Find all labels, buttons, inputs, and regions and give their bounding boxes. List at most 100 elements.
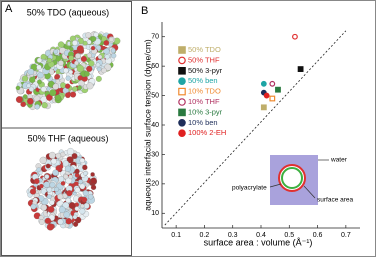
atom (30, 203, 37, 210)
atom (96, 66, 102, 72)
point (269, 95, 276, 102)
atom (54, 94, 61, 101)
atom (36, 57, 43, 63)
point (275, 86, 281, 93)
legend-marker (178, 98, 186, 106)
atom (58, 60, 64, 66)
atom (90, 184, 97, 190)
molecule-image (26, 148, 97, 231)
atom (27, 97, 34, 105)
point (263, 92, 270, 99)
legend-label: 50% TDO (188, 45, 221, 54)
leader (269, 183, 282, 188)
atom (68, 55, 75, 61)
trend-line (164, 30, 347, 226)
atom (79, 208, 86, 215)
point (260, 104, 267, 111)
atom (63, 211, 70, 218)
atom (22, 94, 28, 99)
atom (46, 194, 52, 200)
atom (103, 40, 110, 46)
legend-marker (178, 46, 186, 54)
x-tick-label: 0.5 (284, 232, 294, 239)
inset-label: water (330, 157, 348, 164)
legend-marker (178, 129, 186, 138)
atom (49, 199, 55, 206)
atom (79, 158, 85, 164)
legend-label: 10% TDO (188, 87, 221, 96)
caption: 50% TDO (aqueous) (27, 7, 109, 17)
atom (77, 85, 82, 91)
atom (47, 206, 55, 213)
atom (62, 201, 70, 209)
atom (63, 67, 69, 74)
atom (44, 217, 52, 225)
atom (66, 148, 75, 156)
atom (58, 176, 65, 182)
atom (50, 158, 57, 165)
atom (44, 174, 50, 180)
atom (60, 82, 67, 89)
atom (72, 40, 78, 46)
atom (65, 218, 72, 225)
atom (65, 92, 71, 98)
legend-label: 10% ben (188, 118, 218, 127)
atom (77, 75, 83, 81)
y-tick-label: 20 (151, 181, 159, 188)
atom (95, 45, 102, 51)
atom (57, 218, 64, 225)
y-tick-label: 60 (151, 63, 159, 70)
legend-label: 100% 2-EH (188, 128, 226, 137)
x-tick-label: 0.4 (256, 232, 266, 239)
atom (111, 53, 117, 59)
y-axis-label: aqueous interfacial surface tension (dyn… (142, 39, 152, 211)
atom (86, 52, 92, 58)
atom (62, 160, 70, 167)
atom (65, 197, 71, 204)
atom (82, 164, 88, 171)
atom (43, 181, 51, 188)
atom (15, 96, 23, 103)
legend-marker (178, 108, 186, 117)
legend-marker (178, 56, 186, 65)
atom (55, 152, 62, 159)
atom (90, 177, 97, 184)
atom (20, 101, 26, 108)
atom (113, 37, 121, 45)
atom (68, 174, 73, 180)
atom (53, 49, 59, 55)
atom (57, 41, 65, 48)
atom (74, 206, 80, 211)
legend-label: 10% THF (188, 97, 220, 106)
atom (66, 156, 74, 164)
atom (54, 75, 59, 80)
atom (78, 179, 83, 184)
x-tick-label: 0.1 (171, 232, 181, 239)
caption: 50% THF (aqueous) (28, 133, 109, 143)
atom (90, 46, 96, 51)
atom (81, 196, 88, 203)
panel-label: A (5, 3, 13, 15)
atom (58, 206, 66, 213)
atom (39, 219, 45, 225)
atom (80, 55, 87, 62)
atom (40, 53, 47, 60)
atom (82, 190, 89, 197)
atom (15, 85, 21, 91)
atom (39, 156, 47, 164)
legend-label: 50% THF (188, 55, 220, 64)
point (269, 80, 276, 87)
inset-label: polyacrylate (232, 185, 267, 192)
atom (64, 165, 71, 172)
atom (90, 172, 95, 177)
atom (85, 32, 92, 39)
y-tick-label: 50 (151, 92, 159, 99)
atom (86, 82, 94, 90)
atom (74, 168, 80, 174)
atom (37, 72, 44, 79)
atom (75, 53, 81, 59)
point (297, 66, 304, 72)
atom (83, 171, 88, 176)
atom (41, 102, 48, 109)
atom (108, 37, 114, 42)
